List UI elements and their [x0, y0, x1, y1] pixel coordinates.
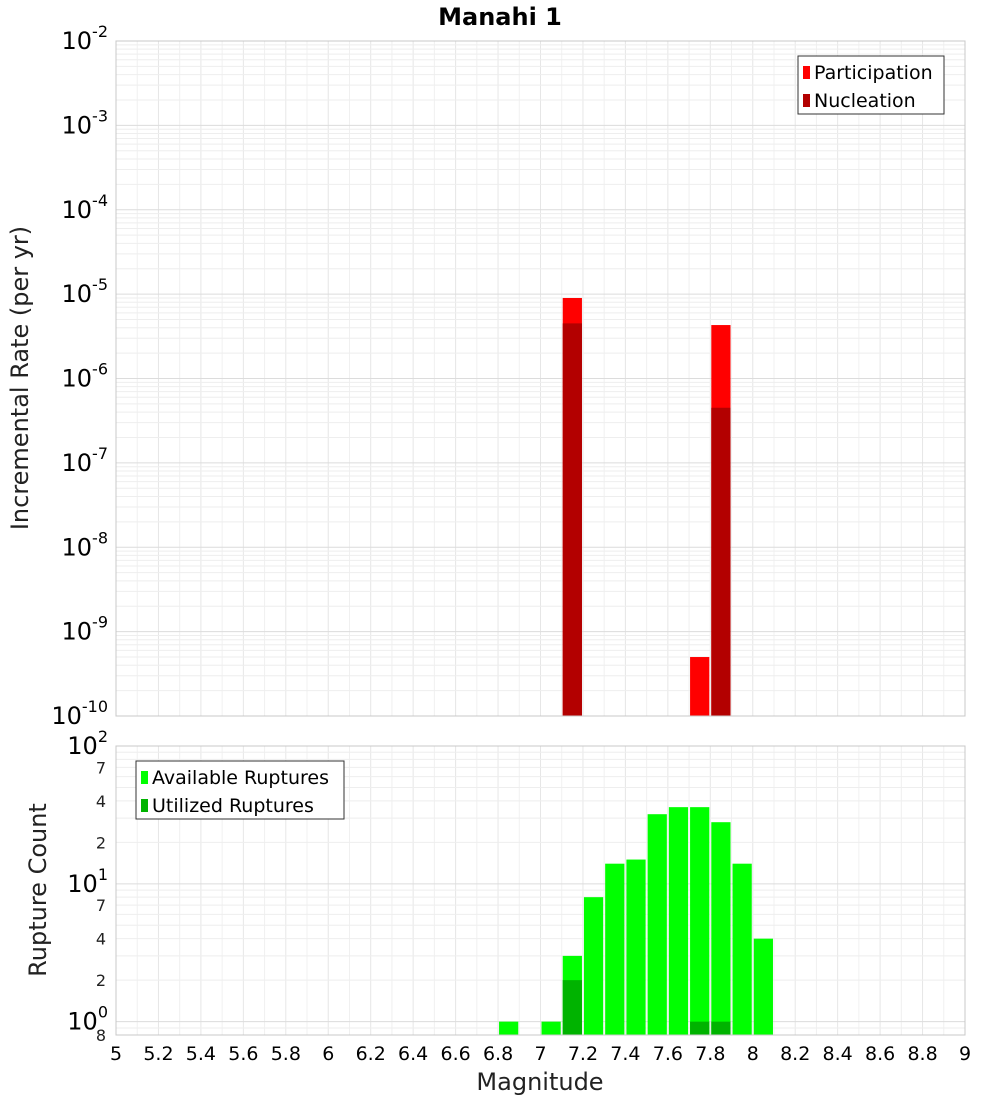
y-tick-label: 10-7 — [62, 444, 109, 477]
x-tick-label: 6.4 — [398, 1043, 428, 1065]
chart-title: Manahi 1 — [438, 3, 562, 31]
x-tick-label: 7.2 — [568, 1043, 598, 1065]
y-tick-label: 10-9 — [62, 613, 109, 646]
rate-panel: 10-10 10-9 10-8 10-7 10-6 10-5 10-4 10-3 10-2 Par… — [51, 22, 966, 730]
y-minor-tick-label: 4 — [96, 792, 106, 811]
bottom-y-ticks: 100 101 102 — [67, 727, 108, 1036]
legend-swatch — [803, 94, 810, 107]
y-tick-label: 10-2 — [62, 22, 109, 55]
x-tick-label: 8 — [747, 1043, 759, 1065]
top-gridlines — [115, 41, 966, 717]
available-ruptures-bar — [732, 863, 752, 1035]
x-tick-label: 5.4 — [186, 1043, 216, 1065]
y-minor-tick-label: 2 — [96, 833, 106, 852]
bottom-series-0 — [499, 807, 773, 1035]
y-tick-label: 102 — [67, 727, 108, 760]
top-y-ticks: 10-10 10-9 10-8 10-7 10-6 10-5 10-4 10-3 10-2 — [51, 22, 108, 730]
available-ruptures-bar — [647, 814, 667, 1035]
y-tick-label: 10-3 — [62, 106, 109, 139]
utilized-ruptures-bar — [711, 1021, 731, 1035]
top-series-1 — [562, 323, 731, 716]
available-ruptures-bar — [690, 807, 710, 1035]
legend-box — [797, 55, 945, 115]
y-minor-tick-label: 8 — [96, 1026, 106, 1045]
legend-box — [135, 760, 345, 820]
y-minor-tick-label: 7 — [96, 758, 106, 777]
x-tick-label: 6.2 — [356, 1043, 386, 1065]
available-ruptures-bar — [541, 1021, 561, 1035]
top-y-axis-label: Incremental Rate (per yr) — [6, 226, 34, 530]
bottom-series-1 — [562, 980, 731, 1035]
y-minor-tick-label: 2 — [96, 971, 106, 990]
bottom-plot-frame — [115, 745, 966, 1036]
y-tick-label: 101 — [67, 865, 108, 898]
x-tick-label: 5.8 — [271, 1043, 301, 1065]
x-tick-label: 7.6 — [653, 1043, 683, 1065]
x-tick-label: 7.8 — [695, 1043, 725, 1065]
utilized-ruptures-bar — [562, 980, 582, 1035]
available-ruptures-bar — [605, 863, 625, 1035]
y-tick-label: 10-6 — [62, 360, 109, 393]
x-tick-label: 6 — [322, 1043, 334, 1065]
y-tick-label: 10-5 — [62, 275, 109, 308]
x-ticks: 5 5.2 5.4 5.6 5.8 6 6.2 6.4 6.6 6.8 7 7.2 7.4 7.6 7.8 8… — [110, 1043, 971, 1065]
x-tick-label: 8.8 — [907, 1043, 937, 1065]
legend-label: Participation — [814, 62, 933, 84]
utilized-ruptures-bar — [690, 1021, 710, 1035]
x-tick-label: 9 — [959, 1043, 971, 1065]
bottom-y-minor-ticks: 8 2 4 7 2 4 7 — [96, 758, 106, 1045]
available-ruptures-bar — [583, 897, 604, 1035]
available-ruptures-bar — [668, 807, 689, 1035]
legend-swatch — [141, 799, 148, 812]
x-tick-label: 5.6 — [228, 1043, 258, 1065]
y-tick-label: 10-8 — [62, 528, 109, 561]
x-tick-label: 5 — [110, 1043, 122, 1065]
legend-swatch — [803, 66, 810, 79]
top-plot-frame — [115, 40, 966, 717]
y-tick-label: 100 — [67, 1003, 108, 1036]
nucleation-bar — [711, 407, 731, 716]
y-tick-label: 10-10 — [51, 697, 108, 730]
x-tick-label: 8.4 — [823, 1043, 853, 1065]
x-tick-label: 7.4 — [610, 1043, 640, 1065]
x-tick-label: 8.2 — [780, 1043, 810, 1065]
legend-label: Available Ruptures — [152, 767, 329, 789]
x-tick-label: 6.6 — [440, 1043, 470, 1065]
available-ruptures-bar — [499, 1021, 519, 1035]
available-ruptures-bar — [753, 938, 773, 1035]
x-axis-label: Magnitude — [476, 1068, 603, 1096]
x-tick-label: 5.2 — [143, 1043, 173, 1065]
y-minor-tick-label: 7 — [96, 896, 106, 915]
bottom-y-axis-label: Rupture Count — [24, 803, 52, 977]
top-legend: Participation Nucleation — [797, 55, 945, 115]
x-tick-label: 8.6 — [865, 1043, 895, 1065]
x-tick-label: 7 — [534, 1043, 546, 1065]
bottom-legend: Available Ruptures Utilized Ruptures — [135, 760, 345, 820]
legend-label: Utilized Ruptures — [152, 795, 314, 817]
available-ruptures-bar — [626, 859, 646, 1035]
nucleation-bar — [562, 323, 582, 716]
y-tick-label: 10-4 — [62, 191, 109, 224]
legend-swatch — [141, 771, 148, 784]
rupture-count-panel: 100 101 102 8 2 4 7 2 4 7 5 5.2 5.4 5.6 5.8 6 6.2 6.4 6.6 6… — [67, 727, 971, 1065]
legend-label: Nucleation — [814, 90, 916, 112]
x-tick-label: 6.8 — [483, 1043, 513, 1065]
bottom-gridlines — [115, 746, 966, 1036]
y-minor-tick-label: 4 — [96, 930, 106, 949]
participation-bar — [690, 657, 710, 716]
available-ruptures-bar — [711, 822, 731, 1035]
